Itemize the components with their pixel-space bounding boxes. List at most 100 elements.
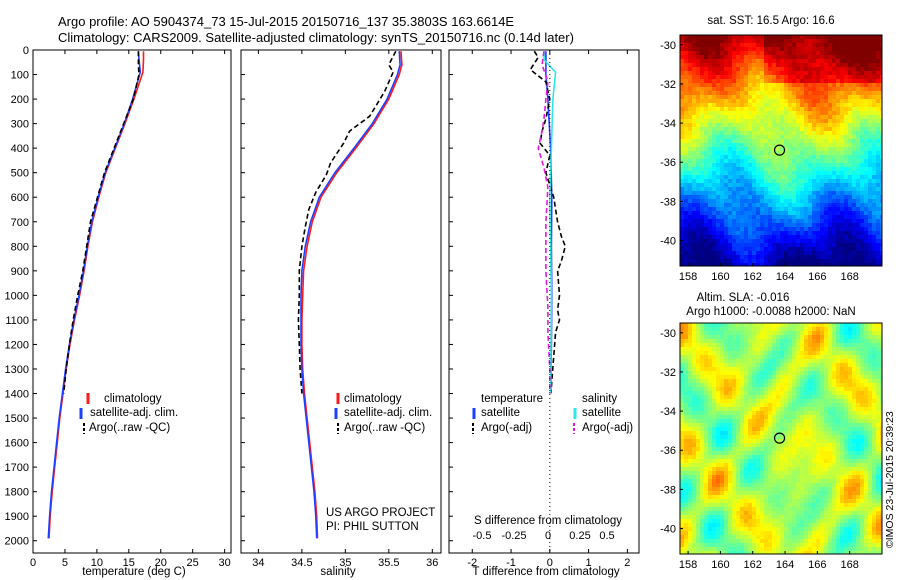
sst-cell [868, 251, 873, 256]
sla-cell [816, 471, 821, 476]
sst-cell [692, 111, 697, 116]
sla-cell [720, 403, 725, 408]
sst-cell [692, 131, 697, 136]
sla-cell [728, 451, 733, 456]
sla-cell [760, 431, 765, 436]
sst-cell [812, 91, 817, 96]
sst-cell [736, 143, 741, 148]
sla-cell [812, 471, 817, 476]
sst-cell [692, 143, 697, 148]
sla-cell [860, 331, 865, 336]
sst-cell [852, 135, 857, 140]
sst-cell [796, 95, 801, 100]
sst-cell [760, 127, 765, 132]
sst-cell [712, 75, 717, 80]
sla-cell [832, 407, 837, 412]
sst-cell [868, 63, 873, 68]
sla-cell [680, 367, 685, 372]
sst-cell [816, 115, 821, 120]
sst-cell [836, 183, 841, 188]
sla-cell [748, 451, 753, 456]
sst-cell [756, 263, 761, 266]
sla-cell [776, 439, 781, 444]
sla-cell [744, 451, 749, 456]
sst-cell [848, 263, 853, 266]
sst-cell [712, 159, 717, 164]
sst-cell [840, 199, 845, 204]
sst-cell [776, 219, 781, 224]
sla-cell [864, 403, 869, 408]
sst-cell [812, 39, 817, 44]
sla-heatmap [680, 323, 882, 554]
sst-cell [868, 207, 873, 212]
sla-cell [820, 423, 825, 428]
sst-cell [784, 71, 789, 76]
sst-cell [732, 67, 737, 72]
sst-cell [736, 131, 741, 136]
sst-cell [696, 219, 701, 224]
sla-cell [724, 407, 729, 412]
sst-cell [812, 135, 817, 140]
sla-cell [880, 459, 882, 464]
sst-cell [796, 87, 801, 92]
sst-cell [876, 151, 881, 156]
sst-cell [808, 51, 813, 56]
sla-cell [864, 415, 869, 420]
sst-cell [696, 43, 701, 48]
sla-cell [788, 327, 793, 332]
sla-cell [780, 419, 785, 424]
sst-cell [748, 183, 753, 188]
sst-cell [680, 79, 685, 84]
sst-cell [728, 147, 733, 152]
sla-cell [704, 323, 709, 328]
sla-cell [804, 343, 809, 348]
sst-cell [776, 63, 781, 68]
sst-cell [856, 227, 861, 232]
sst-cell [692, 147, 697, 152]
sst-cell [840, 135, 845, 140]
sst-cell [812, 103, 817, 108]
sla-cell [768, 327, 773, 332]
sst-cell [844, 39, 849, 44]
sla-cell [796, 379, 801, 384]
sst-cell [736, 99, 741, 104]
sla-cell [740, 399, 745, 404]
sst-cell [780, 263, 785, 266]
sst-cell [796, 215, 801, 220]
sst-cell [724, 187, 729, 192]
sst-cell [792, 43, 797, 48]
sst-cell [752, 111, 757, 116]
sla-cell [772, 339, 777, 344]
sla-cell [796, 351, 801, 356]
sla-cell [728, 443, 733, 448]
sst-cell [696, 99, 701, 104]
sst-cell [820, 131, 825, 136]
sst-cell [820, 151, 825, 156]
sst-cell [688, 231, 693, 236]
sla-cell [760, 415, 765, 420]
sla-cell [712, 403, 717, 408]
sla-cell [744, 383, 749, 388]
sla-cell [752, 471, 757, 476]
sla-cell [712, 447, 717, 452]
sst-cell [728, 187, 733, 192]
sla-cell [700, 387, 705, 392]
sla-cell [720, 423, 725, 428]
sst-cell [856, 107, 861, 112]
sst-cell [684, 115, 689, 120]
sla-cell [700, 351, 705, 356]
sst-cell [696, 155, 701, 160]
sst-cell [808, 39, 813, 44]
sla-cell [800, 359, 805, 364]
sst-cell [716, 171, 721, 176]
sst-cell [808, 219, 813, 224]
sst-cell [824, 195, 829, 200]
sst-cell [744, 115, 749, 120]
sla-cell [732, 395, 737, 400]
sla-cell [776, 399, 781, 404]
sst-cell [728, 163, 733, 168]
sla-cell [872, 415, 877, 420]
sst-cell [856, 71, 861, 76]
sst-cell [824, 247, 829, 252]
sst-cell [800, 231, 805, 236]
